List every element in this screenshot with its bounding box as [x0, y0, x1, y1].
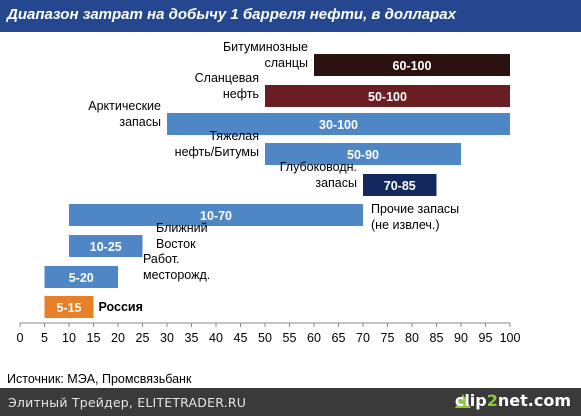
bar-category-label: Восток — [156, 237, 196, 251]
bar-value-label: 50-100 — [368, 90, 407, 104]
x-tick-label: 70 — [356, 331, 370, 345]
x-tick-label: 100 — [500, 331, 521, 345]
bar-category-label: месторожд. — [143, 268, 210, 282]
bar — [265, 85, 510, 107]
x-tick-label: 95 — [479, 331, 493, 345]
bar-value-label: 10-70 — [200, 209, 232, 223]
bar-value-label: 5-20 — [69, 271, 94, 285]
bar — [44, 296, 94, 318]
bar — [69, 235, 143, 257]
bar — [265, 143, 461, 165]
x-tick-label: 40 — [209, 331, 223, 345]
bar — [44, 266, 118, 288]
bar-category-label: Глубоководн. — [280, 160, 357, 174]
bar-value-label: 30-100 — [319, 118, 358, 132]
bar-value-label: 50-90 — [347, 148, 379, 162]
bar-category-label: (не извлеч.) — [371, 218, 440, 232]
bar-category-label: запасы — [119, 115, 161, 129]
bar-category-label: Ближний — [156, 221, 208, 235]
logo-arrow-icon — [455, 394, 471, 408]
x-tick-label: 30 — [160, 331, 174, 345]
bar-category-label: нефть — [223, 87, 259, 101]
bar-category-label: Сланцевая — [195, 71, 259, 85]
bar — [69, 204, 363, 226]
x-tick-label: 60 — [307, 331, 321, 345]
x-tick-label: 5 — [41, 331, 48, 345]
bar-category-label: Россия — [99, 300, 143, 314]
bar-category-label: Битуминозные — [223, 40, 308, 54]
bar — [314, 54, 510, 76]
title-bar: Диапазон затрат на добычу 1 барреля нефт… — [0, 0, 581, 32]
bar-category-label: запасы — [315, 176, 357, 190]
bar-value-label: 5-15 — [56, 301, 81, 315]
x-tick-label: 75 — [381, 331, 395, 345]
x-tick-label: 90 — [454, 331, 468, 345]
x-tick-label: 35 — [185, 331, 199, 345]
bar-category-label: Арктические — [88, 99, 161, 113]
x-tick-label: 50 — [258, 331, 272, 345]
bar-chart: 0 5 10 15 20 25 30 35 40 45 50 55 60 65 70 75 80 85 90 95 10… — [17, 40, 521, 345]
bar-category-label: Тяжелая — [209, 129, 259, 143]
bar-category-label: сланцы — [264, 56, 308, 70]
bar-value-label: 70-85 — [384, 179, 416, 193]
bar-category-label: нефть/Битумы — [175, 145, 259, 159]
clip2net-logo[interactable]: clip2net.com — [454, 391, 571, 410]
x-tick-label: 55 — [283, 331, 297, 345]
bar-value-label: 60-100 — [393, 59, 432, 73]
x-tick-label: 25 — [136, 331, 150, 345]
bar — [363, 174, 437, 196]
chart-title: Диапазон затрат на добычу 1 барреля нефт… — [7, 6, 456, 23]
bar-category-label: Прочие запасы — [371, 202, 459, 216]
x-tick-label: 0 — [17, 331, 24, 345]
x-tick-label: 45 — [234, 331, 248, 345]
x-tick-label: 85 — [430, 331, 444, 345]
footer: Элитный Трейдер, ELITETRADER.RU clip2net… — [0, 388, 581, 416]
x-tick-label: 20 — [111, 331, 125, 345]
x-tick-label: 65 — [332, 331, 346, 345]
x-tick-label: 80 — [405, 331, 419, 345]
bar — [167, 113, 510, 135]
x-tick-label: 15 — [87, 331, 101, 345]
x-tick-label: 10 — [62, 331, 76, 345]
footer-text: Элитный Трейдер, ELITETRADER.RU — [8, 395, 247, 410]
source-note: Источник: МЭА, Промсвязьбанк — [7, 372, 192, 386]
bar-category-label: Работ. — [143, 252, 180, 266]
bar-value-label: 10-25 — [90, 240, 122, 254]
